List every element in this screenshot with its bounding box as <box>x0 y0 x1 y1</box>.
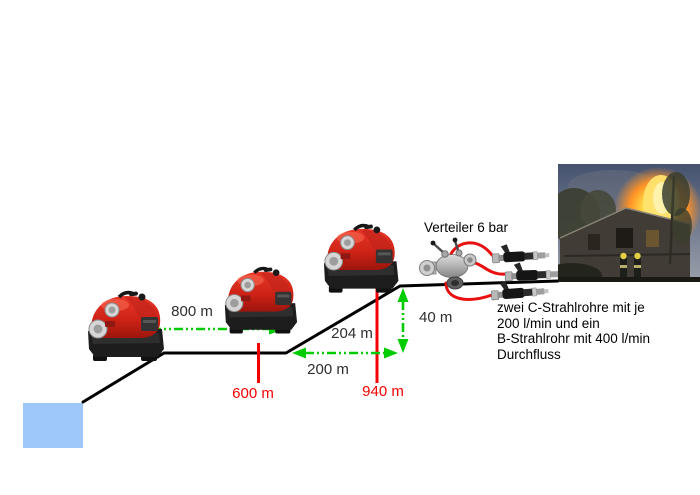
label-distance-200m: 200 m <box>307 361 349 378</box>
arrow-200m <box>292 347 398 359</box>
label-height-40m: 40 m <box>419 309 453 326</box>
nozzle-note-line-1: zwei C-Strahlrohre mit je <box>497 300 645 315</box>
hose-red-1 <box>449 241 494 257</box>
water-source <box>23 403 83 448</box>
nozzle-note-line-3: B-Strahlrohr mit 400 l/min <box>497 331 651 347</box>
pump-icon-1 <box>86 289 166 363</box>
nozzle-icon-1 <box>491 241 551 264</box>
nozzle-note-line-2: 200 l/min und ein <box>497 315 600 331</box>
label-distance-800m: 800 m <box>171 303 213 320</box>
label-cumulative-940m: 940 m <box>362 383 404 400</box>
burning-house-photo <box>558 164 700 282</box>
photo-ground <box>558 277 700 282</box>
label-cumulative-600m: 600 m <box>232 385 274 402</box>
nozzle-note-line-4: Durchfluss <box>497 346 561 362</box>
photo-firefighters <box>620 252 641 278</box>
nozzle-note-text: zwei C-Strahlrohre mit je 200 l/min und … <box>497 300 650 362</box>
pump-icon-2 <box>223 265 299 336</box>
distributor-valve-icon <box>419 237 477 290</box>
photo-tree-right <box>662 172 692 265</box>
nozzle-icon-2 <box>504 260 563 282</box>
hose-red-3 <box>444 281 494 301</box>
label-verteiler: Verteiler 6 bar <box>424 220 509 235</box>
photo-house-silhouette <box>559 207 691 282</box>
pump-icon-3 <box>322 222 401 295</box>
label-distance-204m: 204 m <box>331 325 373 342</box>
arrow-40m <box>397 288 409 353</box>
